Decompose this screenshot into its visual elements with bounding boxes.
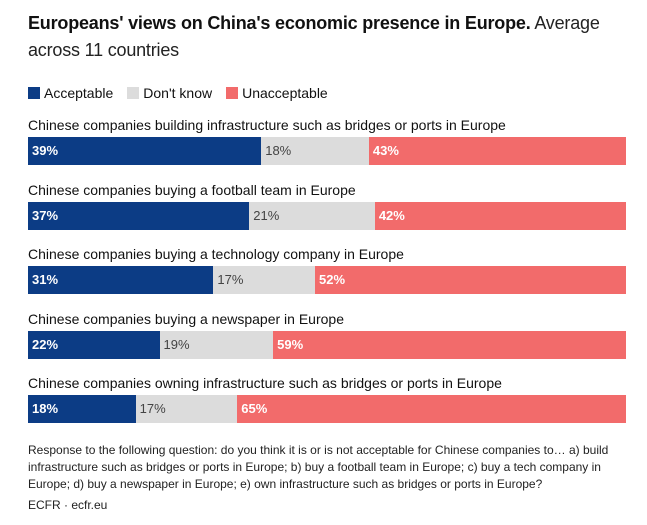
bar-segment-dont-know: 17% [135,395,238,423]
legend-label-unacceptable: Unacceptable [242,85,328,101]
legend-swatch-acceptable [28,87,40,99]
category-label: Chinese companies building infrastructur… [28,117,506,133]
category-label: Chinese companies buying a newspaper in … [28,310,344,327]
bar-segment-acceptable: 31% [28,266,214,294]
legend-label-dont-know: Don't know [143,85,213,101]
bar-segment-acceptable: 18% [28,395,136,423]
legend-item-dont-know: Don't know [127,85,212,101]
bar-segment-acceptable: 37% [28,201,250,230]
bar-segment-unacceptable: 43% [368,137,626,165]
bar-segment-acceptable: 39% [28,137,262,165]
bar-segment-unacceptable: 42% [374,201,626,230]
category-label: Chinese companies buying a technology co… [28,246,404,262]
bar-segment-dont-know: 17% [213,266,316,294]
bar-segment-acceptable: 22% [28,330,160,359]
legend-item-unacceptable: Unacceptable [226,85,328,101]
chart-subtitle: Average across 11 countries [28,13,600,60]
question-note: Response to the following question: do y… [28,443,609,491]
legend-swatch-dont-know [127,87,140,99]
bar-segment-unacceptable: 52% [315,266,626,294]
legend-label-acceptable: Acceptable [44,85,114,101]
bar-segment-unacceptable: 65% [237,395,626,423]
category-label: Chinese companies owning infrastructure … [28,375,502,391]
legend-item-acceptable: Acceptable [28,85,113,101]
source-credit: ECFR · ecfr.eu [28,498,108,512]
chart-title: Europeans' views on China's economic pre… [28,10,628,64]
chart-title-main: Europeans' views on China's economic pre… [28,13,531,33]
bar-segment-unacceptable: 59% [273,330,626,359]
category-label: Chinese companies buying a football team… [28,181,356,198]
legend: Acceptable Don't know Unacceptable [28,84,342,102]
bar-segment-dont-know: 19% [159,330,274,359]
bar-segment-dont-know: 21% [249,201,375,230]
bar-segment-dont-know: 18% [261,137,369,165]
legend-swatch-unacceptable [226,87,239,99]
